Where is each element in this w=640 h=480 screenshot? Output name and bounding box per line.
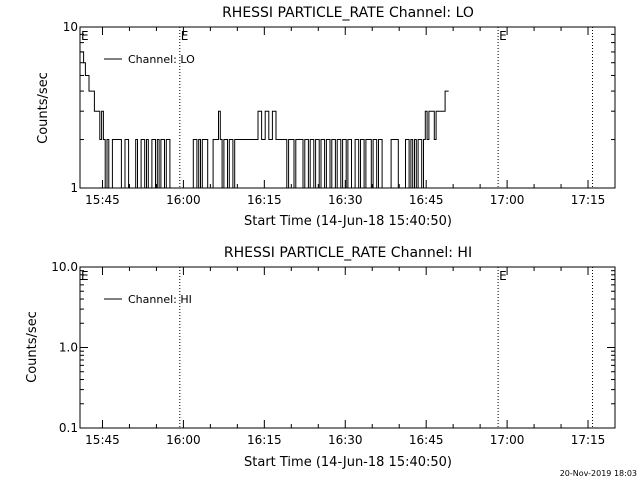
y-axis-label: Counts/sec xyxy=(36,72,51,144)
x-tick-label: 15:45 xyxy=(85,433,120,447)
plot-frame xyxy=(79,266,616,429)
x-tick-label: 16:15 xyxy=(247,193,282,207)
x-tick-label: 16:15 xyxy=(247,433,282,447)
x-axis-label: Start Time (14-Jun-18 15:40:50) xyxy=(244,455,452,470)
x-tick-label: 17:15 xyxy=(571,433,606,447)
series-line xyxy=(80,51,449,189)
x-tick-label: 16:30 xyxy=(328,433,363,447)
x-tick-label: 16:45 xyxy=(409,193,444,207)
x-axis-label: Start Time (14-Jun-18 15:40:50) xyxy=(244,214,452,229)
legend-label: Channel: HI xyxy=(128,293,192,306)
panel-hi: RHESSI PARTICLE_RATE Channel: HI Counts/… xyxy=(25,245,616,470)
event-marker-label: E xyxy=(181,29,189,43)
x-tick-label: 17:00 xyxy=(490,193,525,207)
y-tick-label: 10.0 xyxy=(51,260,78,274)
x-tick-label: 16:00 xyxy=(166,193,201,207)
x-tick-label: 17:00 xyxy=(490,433,525,447)
generation-timestamp: 20-Nov-2019 18:03 xyxy=(560,469,637,478)
event-marker-label: E xyxy=(81,29,89,43)
x-tick-label: 15:45 xyxy=(85,193,120,207)
chart-title: RHESSI PARTICLE_RATE Channel: HI xyxy=(224,245,472,261)
x-tick-label: 16:30 xyxy=(328,193,363,207)
event-marker-label: E xyxy=(499,29,507,43)
x-tick-label: 16:00 xyxy=(166,433,201,447)
event-marker-label: E xyxy=(499,269,507,283)
y-tick-label: 1 xyxy=(70,181,78,195)
y-tick-label: 0.1 xyxy=(59,421,78,435)
legend-label: Channel: LO xyxy=(128,53,195,66)
panel-lo: RHESSI PARTICLE_RATE Channel: LO Counts/… xyxy=(36,5,616,229)
x-tick-label: 17:15 xyxy=(571,193,606,207)
x-tick-label: 16:45 xyxy=(409,433,444,447)
y-tick-label: 1.0 xyxy=(59,341,78,355)
event-marker-label: E xyxy=(81,269,89,283)
y-tick-label: 10 xyxy=(63,20,78,34)
y-axis-label: Counts/sec xyxy=(25,311,40,383)
chart-title: RHESSI PARTICLE_RATE Channel: LO xyxy=(222,5,474,21)
